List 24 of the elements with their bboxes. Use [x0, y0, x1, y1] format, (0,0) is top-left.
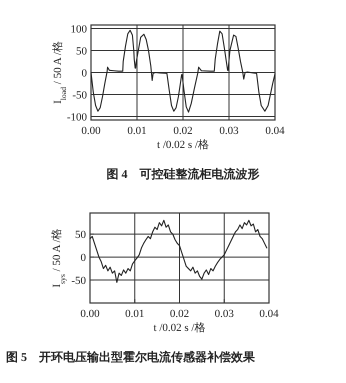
y-tick-label: 50 — [75, 229, 86, 242]
x-tick-label: 0.04 — [265, 125, 286, 137]
x-tick-label: 0.03 — [214, 308, 234, 320]
line-series — [89, 220, 268, 283]
x-axis-title: t /0.02 s /格 — [157, 139, 209, 151]
y-tick-label: -50 — [71, 275, 86, 288]
x-tick-label: 0.02 — [170, 308, 190, 320]
x-tick-label: 0.03 — [219, 125, 240, 137]
x-tick-label: 0.00 — [81, 125, 102, 137]
y-tick-label: 0 — [80, 252, 86, 264]
x-tick-label: 0.02 — [173, 125, 193, 137]
x-tick-label: 0.01 — [125, 308, 144, 320]
x-tick-label: 0.01 — [127, 125, 147, 137]
y-tick-label: -50 — [72, 89, 88, 102]
y-tick-label: 50 — [76, 46, 88, 58]
y-tick-label: 0 — [82, 68, 88, 80]
text: 图 5 开环电压输出型霍尔电流传感器补偿效果 — [6, 350, 256, 364]
text: 图 4 可控硅整流柜电流波形 — [106, 167, 260, 181]
x-tick-label: 0.04 — [259, 308, 280, 320]
y-tick-label: -100 — [66, 111, 88, 124]
x-axis-title: t /0.02 s /格 — [154, 322, 206, 334]
x-tick-label: 0.00 — [80, 308, 100, 320]
y-tick-label: 100 — [70, 24, 88, 36]
line-series — [90, 30, 276, 113]
